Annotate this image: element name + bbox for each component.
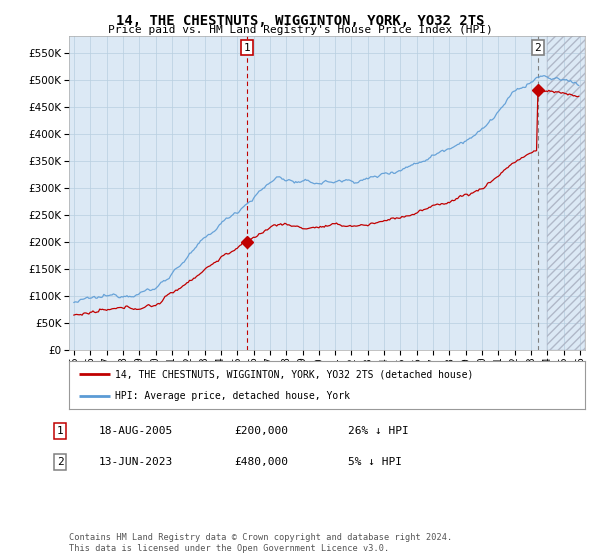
Text: 26% ↓ HPI: 26% ↓ HPI xyxy=(348,426,409,436)
Text: 1: 1 xyxy=(244,43,250,53)
Text: 14, THE CHESTNUTS, WIGGINTON, YORK, YO32 2TS: 14, THE CHESTNUTS, WIGGINTON, YORK, YO32… xyxy=(116,14,484,28)
Text: Price paid vs. HM Land Registry's House Price Index (HPI): Price paid vs. HM Land Registry's House … xyxy=(107,25,493,35)
Text: 1: 1 xyxy=(56,426,64,436)
Text: Contains HM Land Registry data © Crown copyright and database right 2024.
This d: Contains HM Land Registry data © Crown c… xyxy=(69,533,452,553)
Text: 2: 2 xyxy=(56,457,64,467)
Text: 2: 2 xyxy=(535,43,541,53)
Text: £200,000: £200,000 xyxy=(234,426,288,436)
Text: £480,000: £480,000 xyxy=(234,457,288,467)
Text: 5% ↓ HPI: 5% ↓ HPI xyxy=(348,457,402,467)
Text: 14, THE CHESTNUTS, WIGGINTON, YORK, YO32 2TS (detached house): 14, THE CHESTNUTS, WIGGINTON, YORK, YO32… xyxy=(115,369,474,379)
Text: 18-AUG-2005: 18-AUG-2005 xyxy=(99,426,173,436)
Text: HPI: Average price, detached house, York: HPI: Average price, detached house, York xyxy=(115,391,350,401)
Text: 13-JUN-2023: 13-JUN-2023 xyxy=(99,457,173,467)
